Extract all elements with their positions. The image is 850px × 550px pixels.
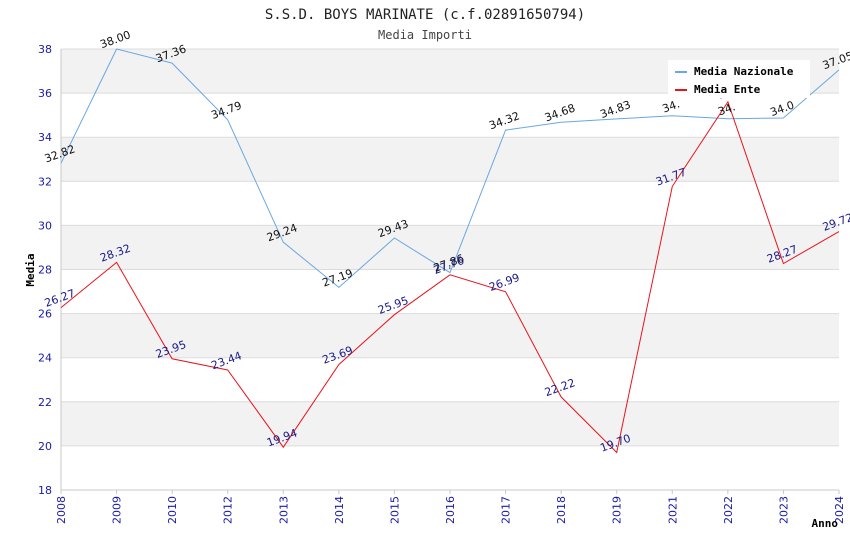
x-tick-label: 2018 (555, 496, 568, 524)
x-tick-label: 2014 (333, 496, 346, 524)
x-tick-label: 2013 (277, 496, 290, 524)
x-tick-label: 2022 (722, 496, 735, 524)
y-tick-label: 30 (38, 219, 52, 232)
data-label: 34.0 (768, 98, 795, 119)
x-axis-title: Anno (812, 517, 839, 530)
series-lines (60, 48, 840, 454)
grid-band (61, 313, 839, 358)
y-tick-label: 22 (38, 396, 52, 409)
y-axis-title: Media (24, 253, 37, 286)
data-label: 34. (716, 100, 737, 118)
series-line-media-nazionale (60, 48, 840, 289)
y-tick-label: 28 (38, 264, 52, 277)
x-tick-label: 2015 (388, 496, 401, 524)
y-tick-label: 26 (38, 308, 52, 321)
chart-subtitle: Media Importi (378, 28, 472, 42)
data-label: 38.00 (98, 28, 132, 51)
axes (60, 49, 840, 494)
data-label: 26.27 (43, 287, 77, 310)
x-tick-label: 2024 (833, 496, 846, 524)
legend-label-media-ente: Media Ente (694, 83, 761, 96)
data-label: 26.99 (487, 271, 521, 294)
x-tick-label: 2017 (500, 496, 513, 524)
y-tick-label: 38 (38, 43, 52, 56)
y-tick-labels: 18 20 22 24 26 28 30 32 34 36 38 (38, 43, 52, 497)
data-label: 34. (661, 97, 682, 115)
grid-bands (61, 49, 839, 446)
y-tick-label: 34 (38, 131, 52, 144)
y-tick-label: 24 (38, 352, 52, 365)
series-line-media-ente (60, 100, 840, 454)
legend-label-media-nazionale: Media Nazionale (694, 65, 794, 78)
grid-band (61, 401, 839, 446)
grid-band (61, 225, 839, 270)
x-tick-labels: 2008 2009 2010 2012 2013 2014 2015 2016 2017 2018… (55, 496, 846, 524)
y-tick-label: 36 (38, 87, 52, 100)
data-label: 34.68 (543, 101, 577, 124)
y-tick-label: 32 (38, 175, 52, 188)
chart-title: S.S.D. BOYS MARINATE (c.f.02891650794) (265, 7, 585, 23)
x-tick-label: 2010 (166, 496, 179, 524)
grid-band (61, 137, 839, 182)
y-tick-label: 18 (38, 484, 52, 497)
data-label: 34.83 (598, 98, 632, 121)
legend-box (668, 60, 810, 98)
x-tick-label: 2009 (111, 496, 124, 524)
x-tick-label: 2008 (55, 496, 68, 524)
x-tick-label: 2016 (444, 496, 457, 524)
gridlines (61, 48, 839, 491)
x-tick-label: 2012 (222, 496, 235, 524)
x-tick-label: 2023 (777, 496, 790, 524)
y-tick-label: 20 (38, 440, 52, 453)
legend: Media Nazionale Media Ente (668, 60, 810, 98)
x-tick-label: 2021 (666, 496, 679, 524)
x-tick-label: 2019 (611, 496, 624, 524)
